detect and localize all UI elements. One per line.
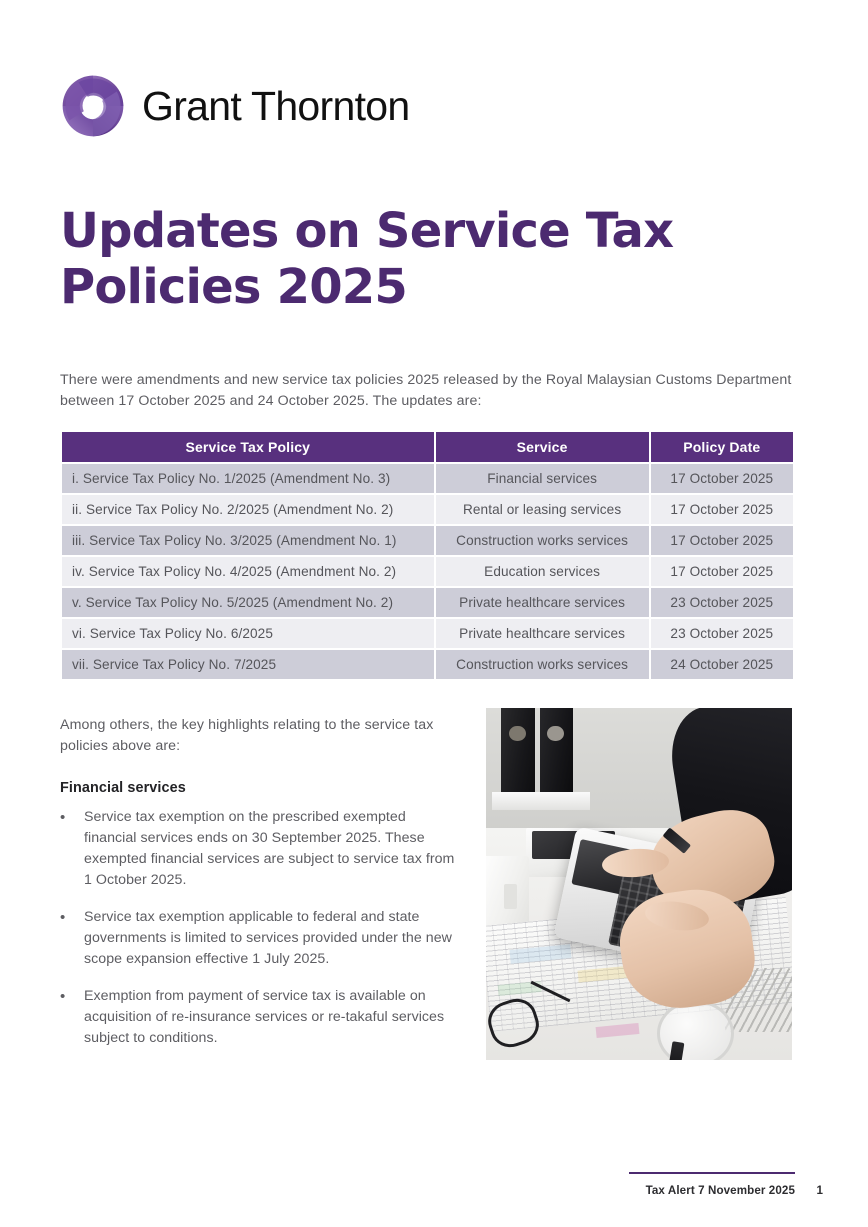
cell-service: Private healthcare services [435,588,649,617]
footer-page-number: 1 [816,1184,823,1197]
table-row: ii. Service Tax Policy No. 2/2025 (Amend… [62,495,793,524]
grant-thornton-swirl-icon [60,73,126,139]
cell-date: 17 October 2025 [650,495,793,524]
cell-policy: iv. Service Tax Policy No. 4/2025 (Amend… [62,557,434,586]
cell-service: Rental or leasing services [435,495,649,524]
footer-label: Tax Alert 7 November 2025 [645,1184,795,1197]
table-row: i. Service Tax Policy No. 1/2025 (Amendm… [62,464,793,493]
photo-box-detail [504,884,517,909]
list-item: • Service tax exemption on the prescribe… [60,807,460,891]
cell-date: 17 October 2025 [650,464,793,493]
cell-policy: ii. Service Tax Policy No. 2/2025 (Amend… [62,495,434,524]
table-row: iv. Service Tax Policy No. 4/2025 (Amend… [62,557,793,586]
list-item: • Exemption from payment of service tax … [60,986,460,1049]
list-item-text: Service tax exemption applicable to fede… [84,909,452,968]
page-title: Updates on Service Tax Policies 2025 [60,203,674,315]
photo-magnifier [657,1000,734,1060]
intro-paragraph: There were amendments and new service ta… [60,372,792,410]
list-item-text: Exemption from payment of service tax is… [84,988,445,1047]
cell-service: Financial services [435,464,649,493]
table-row: v. Service Tax Policy No. 5/2025 (Amendm… [62,588,793,617]
cell-date: 23 October 2025 [650,588,793,617]
photo-binder [539,708,574,800]
cell-date: 17 October 2025 [650,526,793,555]
cell-service: Construction works services [435,526,649,555]
cell-date: 24 October 2025 [650,650,793,679]
photo-binder-label [547,725,565,742]
photo-shelf [492,792,591,811]
photo-binder-label [508,725,526,742]
table-body: i. Service Tax Policy No. 1/2025 (Amendm… [62,464,793,679]
cell-service: Private healthcare services [435,619,649,648]
list-item-text: Service tax exemption on the prescribed … [84,809,455,889]
cell-policy: v. Service Tax Policy No. 5/2025 (Amendm… [62,588,434,617]
footer-divider [629,1172,795,1174]
bullet-marker-icon: • [60,988,66,1006]
list-item: • Service tax exemption applicable to fe… [60,907,460,970]
cell-service: Construction works services [435,650,649,679]
section-heading-financial-services: Financial services [60,780,186,796]
photo-binder [501,708,535,800]
highlights-intro: Among others, the key highlights relatin… [60,717,434,755]
cell-service: Education services [435,557,649,586]
cell-policy: iii. Service Tax Policy No. 3/2025 (Amen… [62,526,434,555]
cell-policy: i. Service Tax Policy No. 1/2025 (Amendm… [62,464,434,493]
table-header: Service Tax Policy Service Policy Date [62,432,793,462]
highlights-bullet-list: • Service tax exemption on the prescribe… [60,807,460,1065]
column-header-policy: Service Tax Policy [62,432,434,462]
cell-policy: vii. Service Tax Policy No. 7/2025 [62,650,434,679]
bullet-marker-icon: • [60,909,66,927]
cell-date: 17 October 2025 [650,557,793,586]
calculator-spreadsheet-photo [486,708,792,1060]
brand-logo: Grant Thornton [60,73,410,139]
table-row: iii. Service Tax Policy No. 3/2025 (Amen… [62,526,793,555]
column-header-service: Service [435,432,649,462]
table-row: vii. Service Tax Policy No. 7/2025 Const… [62,650,793,679]
table-row: vi. Service Tax Policy No. 6/2025 Privat… [62,619,793,648]
brand-wordmark: Grant Thornton [142,82,410,129]
column-header-date: Policy Date [650,432,793,462]
table-header-row: Service Tax Policy Service Policy Date [62,432,793,462]
cell-policy: vi. Service Tax Policy No. 6/2025 [62,619,434,648]
service-tax-policy-table: Service Tax Policy Service Policy Date i… [60,430,795,681]
bullet-marker-icon: • [60,809,66,826]
cell-date: 23 October 2025 [650,619,793,648]
